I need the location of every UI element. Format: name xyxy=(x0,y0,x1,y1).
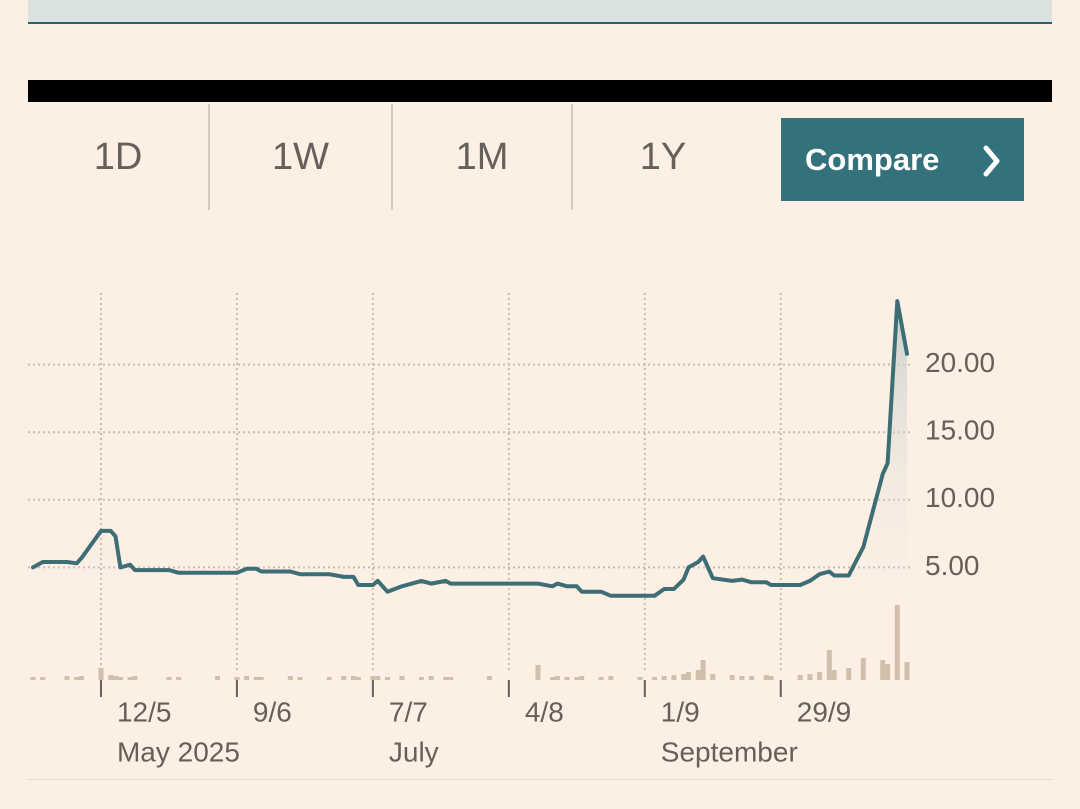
volume-bar xyxy=(399,676,405,680)
volume-bar xyxy=(574,677,580,680)
volume-bar xyxy=(428,676,434,680)
volume-bar xyxy=(652,677,658,680)
volume-bar xyxy=(234,677,240,680)
volume-bar xyxy=(894,605,900,680)
volume-bar xyxy=(554,676,560,680)
y-tick-label: 20.00 xyxy=(925,347,995,378)
volume-bar xyxy=(258,677,264,680)
volume-bar xyxy=(486,676,492,680)
volume-bar xyxy=(113,676,119,680)
volume-bar xyxy=(885,664,891,680)
volume-bar xyxy=(904,662,910,680)
volume-bar xyxy=(30,677,36,680)
volume-bar xyxy=(831,670,837,680)
header-bar xyxy=(28,0,1052,24)
volume-bar xyxy=(74,677,80,680)
volume-bar xyxy=(739,676,745,680)
volume-bar xyxy=(326,677,332,680)
volume-bar xyxy=(127,677,133,680)
volume-bar xyxy=(355,677,361,680)
volume-bar xyxy=(598,677,604,680)
volume-bar xyxy=(79,676,85,680)
volume-bar xyxy=(700,660,706,680)
volume-bar xyxy=(579,676,585,680)
x-month-label: July xyxy=(389,736,439,767)
range-tab[interactable]: 1W xyxy=(210,104,393,210)
volume-bar xyxy=(710,674,716,680)
volume-bar xyxy=(671,675,677,680)
x-tick-label: 1/9 xyxy=(661,696,700,727)
volume-bar xyxy=(108,675,114,680)
volume-bar xyxy=(443,677,449,680)
volume-bar xyxy=(98,668,104,680)
volume-bar xyxy=(826,650,832,680)
volume-bar xyxy=(297,677,303,680)
volume-bar xyxy=(768,676,774,680)
volume-bar xyxy=(176,677,182,680)
volume-bar xyxy=(287,676,293,680)
range-tabs: 1D 1W 1M 1Y xyxy=(28,104,753,210)
volume-bar xyxy=(166,677,172,680)
volume-bar xyxy=(797,675,803,680)
volume-bar xyxy=(608,676,614,680)
volume-bar xyxy=(117,677,123,680)
y-tick-label: 10.00 xyxy=(925,482,995,513)
volume-bar xyxy=(535,665,541,680)
y-tick-label: 15.00 xyxy=(925,415,995,446)
x-month-label: May 2025 xyxy=(117,736,240,767)
range-tab[interactable]: 1M xyxy=(393,104,573,210)
volume-bar xyxy=(341,676,347,680)
chevron-icon xyxy=(983,145,1000,177)
volume-bar xyxy=(686,672,691,680)
divider-bar xyxy=(28,80,1052,102)
x-tick-label: 4/8 xyxy=(525,696,564,727)
compare-button[interactable]: Compare xyxy=(781,118,1024,201)
volume-bar xyxy=(215,676,221,680)
x-tick-label: 9/6 xyxy=(253,696,292,727)
volume-bar xyxy=(846,668,852,680)
bottom-rule xyxy=(28,779,1052,780)
price-line xyxy=(31,299,909,598)
volume-bar xyxy=(695,670,701,680)
volume-bar xyxy=(418,677,424,680)
volume-bar xyxy=(40,677,46,680)
volume-bar xyxy=(661,676,667,680)
x-month-label: September xyxy=(661,736,798,767)
range-tab[interactable]: 1Y xyxy=(639,135,687,178)
x-tick-label: 12/5 xyxy=(117,696,172,727)
volume-bar xyxy=(370,676,376,680)
volume-bar xyxy=(253,677,259,680)
volume-bar xyxy=(132,676,138,680)
volume-bar xyxy=(244,676,250,680)
volume-bar xyxy=(880,660,886,680)
x-tick-label: 29/9 xyxy=(797,696,852,727)
volume-bar xyxy=(384,677,390,680)
x-tick-label: 7/7 xyxy=(389,696,428,727)
volume-bar xyxy=(807,674,813,680)
volume-bar xyxy=(637,677,643,680)
volume-bar xyxy=(860,658,866,680)
volume-bar xyxy=(729,675,735,680)
volume-bar xyxy=(448,677,454,680)
volume-bar xyxy=(350,676,356,680)
volume-bar xyxy=(64,676,70,680)
volume-bar xyxy=(564,677,570,680)
y-tick-label: 5.00 xyxy=(925,550,980,581)
price-area xyxy=(33,301,907,610)
volume-bar xyxy=(550,677,556,680)
volume-bar xyxy=(817,672,823,680)
range-tab[interactable]: 1D xyxy=(28,104,210,210)
volume-bar xyxy=(749,676,755,680)
volume-bar xyxy=(763,675,769,680)
volume-bar xyxy=(681,674,687,680)
compare-label: Compare xyxy=(805,141,940,177)
volume-bar xyxy=(375,676,381,680)
